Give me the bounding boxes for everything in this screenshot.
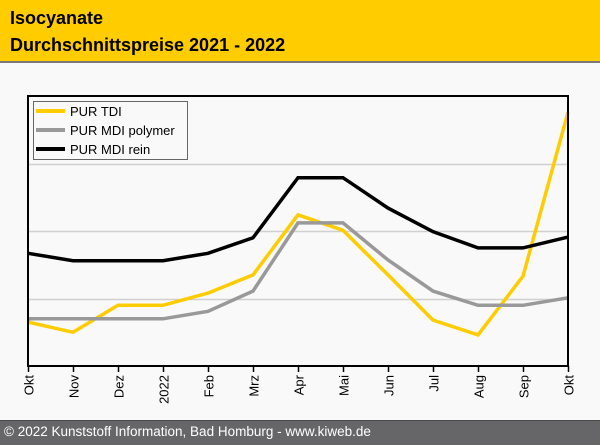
x-tick-label: Aug xyxy=(472,375,487,398)
series-line-pur-tdi xyxy=(27,111,570,337)
x-tick-label: Jul xyxy=(427,375,442,392)
series-lines xyxy=(27,111,570,337)
x-tick-label: Jun xyxy=(382,375,397,396)
x-tick-label: Dez xyxy=(112,375,127,398)
legend-label: PUR MDI rein xyxy=(70,142,150,157)
gridlines xyxy=(28,163,568,301)
chart-subtitle: Durchschnittspreise 2021 - 2022 xyxy=(10,35,286,55)
x-axis: Okt Nov Dez 2022 Feb Mrz Apr Mai Jun Jul Aug Sep Okt xyxy=(22,366,577,404)
series-line-pur-mdi-polymer xyxy=(28,221,569,321)
x-tick-label: Sep xyxy=(517,375,532,398)
x-tick-label: Okt xyxy=(22,375,37,396)
x-tick-label: Okt xyxy=(562,375,577,396)
copyright-text: © 2022 Kunststoff Information, Bad Hombu… xyxy=(4,424,371,439)
series-line-pur-mdi-rein xyxy=(27,175,569,263)
x-tick-label: Nov xyxy=(67,375,82,399)
x-tick-label: Mai xyxy=(337,375,352,396)
x-tick-label: Apr xyxy=(292,374,307,395)
x-tick-label: 2022 xyxy=(157,375,172,404)
chart-header: Isocyanate Durchschnittspreise 2021 - 20… xyxy=(0,0,600,63)
legend-label: PUR MDI polymer xyxy=(70,123,175,138)
line-chart: Okt Nov Dez 2022 Feb Mrz Apr Mai Jun Jul Aug Sep Okt… xyxy=(22,95,577,404)
copyright-footer: © 2022 Kunststoff Information, Bad Hombu… xyxy=(0,420,600,445)
legend-label: PUR TDI xyxy=(70,104,122,119)
x-tick-label: Mrz xyxy=(247,375,262,397)
legend: PUR TDI PUR MDI polymer PUR MDI rein xyxy=(33,101,188,160)
chart-title: Isocyanate xyxy=(10,8,104,28)
x-tick-label: Feb xyxy=(202,375,217,397)
